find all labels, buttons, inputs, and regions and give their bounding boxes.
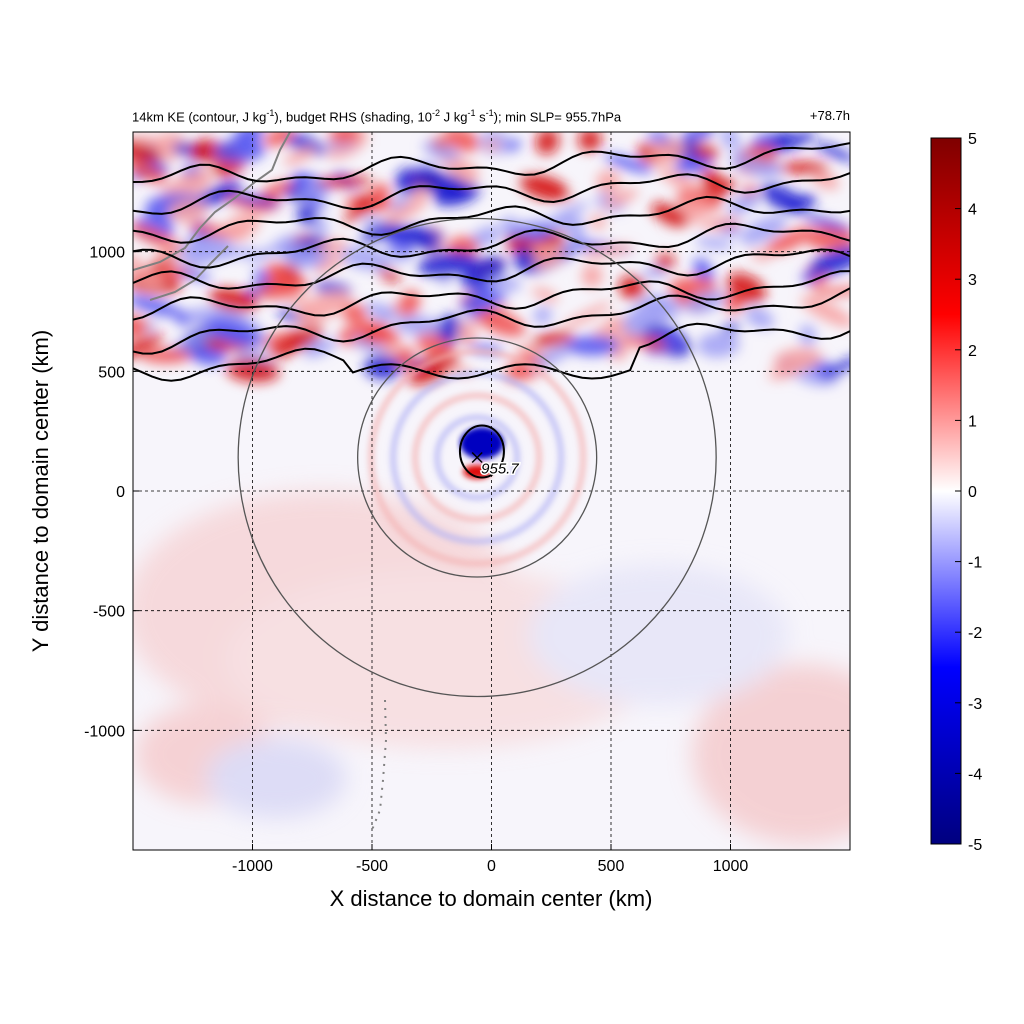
x-tick-label: -500 [356, 858, 388, 875]
chart-title: 14km KE (contour, J kg-1), budget RHS (s… [132, 108, 622, 125]
y-axis-ticks: -1000 -500 0 500 1000 [84, 245, 139, 740]
ke-contours [133, 142, 850, 479]
coastline [133, 132, 291, 271]
ke-contour [133, 248, 850, 290]
x-tick-label: 1000 [713, 858, 749, 875]
y-tick-label: 500 [98, 364, 125, 381]
storm-center-marker [471, 451, 483, 464]
coastline [371, 699, 388, 831]
y-axis-label: Y distance to domain center (km) [28, 330, 53, 652]
y-tick-label: -500 [93, 604, 125, 621]
x-axis-ticks: -1000 -500 0 500 1000 [232, 844, 748, 875]
y-tick-label: 0 [116, 484, 125, 501]
ke-contour [133, 222, 850, 269]
x-tick-label: -1000 [232, 858, 273, 875]
colorbar-tick-label: -2 [968, 625, 982, 642]
y-tick-label: 1000 [89, 245, 125, 262]
colorbar-tick-label: 0 [968, 484, 977, 501]
ke-contour [133, 287, 850, 355]
colorbar-tick-label: 1 [968, 413, 977, 430]
colorbar-tick-label: 5 [968, 131, 977, 148]
x-axis-label: X distance to domain center (km) [330, 886, 653, 911]
storm-center: 955.7 [471, 451, 521, 479]
colorbar-ticks: 5 4 3 2 1 0 -1 -2 -3 -4 -5 [955, 131, 982, 854]
coastline [149, 245, 229, 301]
radius-rings [237, 217, 717, 698]
colorbar-tick-label: -5 [968, 837, 982, 854]
coastlines [133, 132, 388, 831]
ke-contour [133, 142, 850, 183]
ke-contour [133, 195, 850, 244]
colorbar-tick-label: -4 [968, 766, 982, 783]
ke-contour [458, 424, 505, 479]
y-tick-label: -1000 [84, 723, 125, 740]
colorbar-tick-label: 4 [968, 202, 977, 219]
ke-contour [133, 270, 850, 321]
x-tick-label: 500 [598, 858, 625, 875]
ke-contour [133, 172, 850, 215]
forecast-hour-label: +78.7h [809, 108, 850, 123]
min-slp-label: 955.7 [481, 460, 519, 477]
ke-contour [133, 322, 850, 382]
colorbar-tick-label: 2 [968, 343, 977, 360]
radius-ring [237, 217, 717, 698]
colorbar-tick-label: -3 [968, 696, 982, 713]
radius-ring [357, 337, 598, 578]
x-tick-label: 0 [487, 858, 496, 875]
colorbar-tick-label: 3 [968, 272, 977, 289]
colorbar-tick-label: -1 [968, 555, 982, 572]
